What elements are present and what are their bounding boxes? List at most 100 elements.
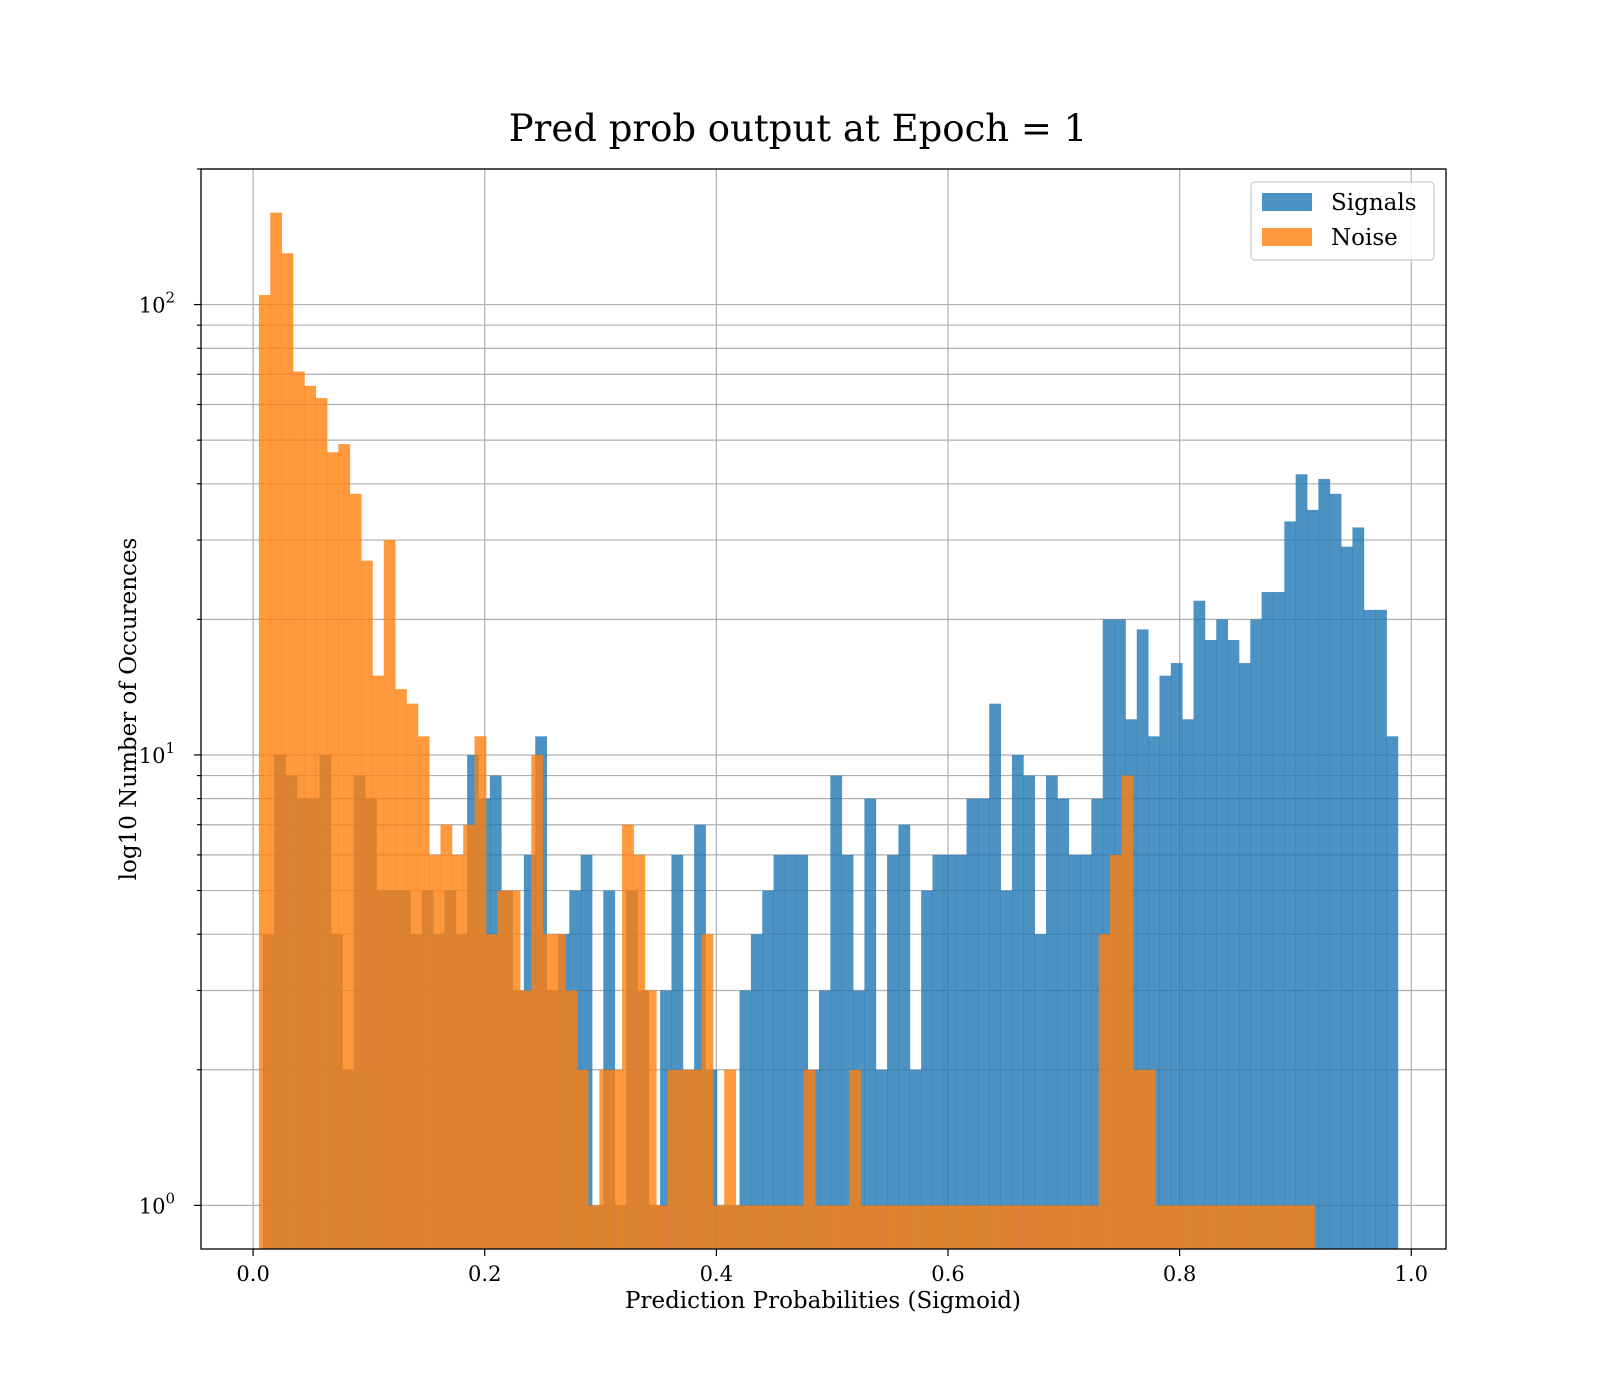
histogram-bar	[690, 1069, 702, 1249]
x-tick-label: 0.2	[468, 1262, 501, 1286]
histogram-bar	[917, 1205, 929, 1249]
histogram-bar	[1076, 1205, 1088, 1249]
histogram-bar	[383, 540, 396, 1249]
histogram-bar	[1352, 527, 1365, 1249]
histogram-bar	[270, 212, 283, 1249]
histogram-bar	[921, 890, 933, 1249]
histogram-bar	[395, 689, 407, 1249]
ticks-layer: 0.0 0.2 0.4 0.6 0.8 1.0 100 101 102	[139, 168, 1428, 1286]
histogram-bar	[871, 1205, 884, 1249]
histogram-bar	[565, 990, 578, 1249]
histogram-bar	[1091, 798, 1104, 1249]
histogram-bar	[701, 934, 714, 1249]
histogram-bar	[898, 824, 911, 1249]
histogram-bar	[875, 1069, 888, 1249]
histogram-bar	[932, 854, 945, 1249]
histogram-bar	[1212, 1205, 1225, 1249]
histogram-bar	[837, 1205, 850, 1249]
histogram-bar	[1257, 1205, 1270, 1249]
y-tick-label: 100	[139, 1189, 175, 1218]
legend-label: Noise	[1331, 225, 1398, 251]
histogram-bar	[588, 1205, 600, 1249]
histogram-bar	[750, 934, 763, 1249]
histogram-bar	[1182, 719, 1194, 1249]
histogram-bar	[474, 736, 487, 1249]
bars-layer	[258, 212, 1399, 1250]
histogram-bar	[955, 854, 967, 1249]
histogram-bar	[1386, 736, 1399, 1249]
legend: Signals Noise	[1250, 181, 1435, 261]
legend-swatch	[1262, 193, 1312, 211]
histogram-bar	[792, 1205, 805, 1249]
histogram-bar	[327, 452, 339, 1250]
histogram-bar	[815, 1205, 827, 1249]
histogram-bar	[1234, 1205, 1247, 1249]
x-axis-label: Prediction Probabilities (Sigmoid)	[625, 1288, 1021, 1314]
histogram-bar	[1193, 600, 1206, 1249]
histogram-bar	[746, 1205, 759, 1249]
histogram-bar	[973, 1205, 986, 1249]
histogram-bar	[1291, 1205, 1304, 1249]
histogram-bar	[485, 934, 498, 1249]
histogram-bar	[1284, 521, 1297, 1249]
histogram-bar	[996, 1205, 1009, 1249]
histogram-bar	[519, 990, 532, 1249]
histogram-bar	[406, 703, 419, 1249]
y-tick-label: 102	[139, 289, 175, 318]
histogram-bar	[1375, 609, 1387, 1249]
histogram-bar	[440, 824, 453, 1249]
histogram-bar	[1057, 798, 1070, 1249]
histogram-bar	[1216, 619, 1228, 1249]
histogram-bar	[338, 444, 351, 1249]
histogram-bar	[1363, 609, 1376, 1249]
histogram-bar	[830, 775, 843, 1249]
y-axis-label: log10 Number of Occurences	[116, 538, 142, 881]
histogram-bar	[784, 854, 797, 1249]
histogram-bar	[644, 990, 657, 1249]
histogram-bar	[361, 560, 373, 1249]
histogram-bar	[1132, 1069, 1145, 1249]
histogram-bar	[656, 1205, 668, 1249]
histogram-bar	[554, 934, 566, 1249]
histogram-bar	[762, 890, 774, 1249]
histogram-bar	[429, 854, 441, 1249]
histogram-bar	[417, 736, 430, 1249]
histogram-bar	[712, 1205, 725, 1249]
histogram-bar	[315, 398, 328, 1249]
histogram-bar	[1250, 619, 1263, 1249]
histogram-bar	[1045, 775, 1058, 1249]
histogram-bar	[678, 1069, 691, 1249]
histogram-bar	[826, 1205, 839, 1249]
histogram-bar	[894, 1205, 907, 1249]
histogram-bar	[1295, 474, 1308, 1250]
histogram-bar	[1341, 546, 1353, 1249]
histogram-bar	[258, 295, 271, 1249]
histogram-bar	[796, 854, 809, 1249]
histogram-bar	[1007, 1205, 1020, 1249]
histogram-bar	[928, 1205, 941, 1249]
histogram-bar	[1329, 493, 1342, 1249]
histogram-bar	[1227, 639, 1240, 1249]
histogram-bar	[660, 990, 672, 1249]
histogram-bar	[1170, 663, 1183, 1249]
histogram-bar	[943, 854, 956, 1249]
histogram-bar	[1030, 1205, 1043, 1249]
histogram-bar	[989, 703, 1001, 1249]
histogram-bar	[304, 385, 317, 1249]
histogram-bar	[1087, 1205, 1100, 1249]
histogram-bar	[1023, 775, 1036, 1249]
histogram-bar	[1189, 1205, 1202, 1249]
histogram-bar	[667, 1069, 680, 1249]
histogram-bar	[803, 1069, 816, 1249]
histogram-bar	[622, 824, 634, 1249]
histogram-bar	[887, 854, 899, 1249]
histogram-bar	[905, 1205, 918, 1249]
histogram-bar	[671, 854, 684, 1249]
histogram-bar	[372, 675, 385, 1249]
histogram-bar	[1204, 639, 1217, 1249]
histogram-bar	[1261, 592, 1274, 1249]
histogram-bar	[841, 854, 854, 1249]
plot-frame	[200, 168, 1447, 1250]
histogram-bar	[860, 1205, 873, 1249]
